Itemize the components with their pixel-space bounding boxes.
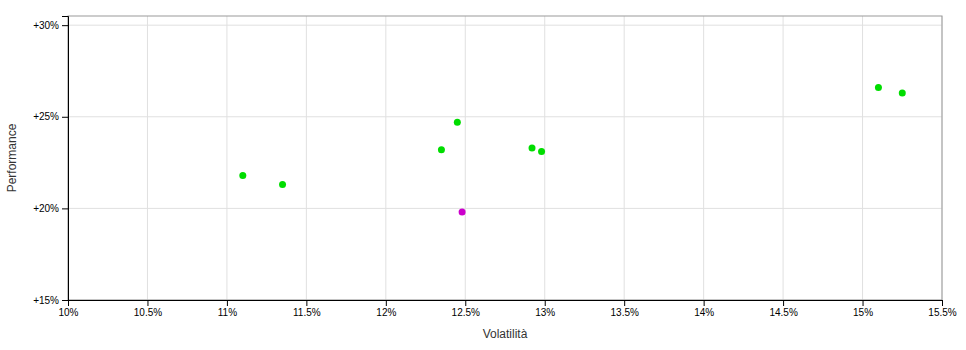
tick-mark [306,300,307,306]
tick-mark [62,300,68,301]
tick-label: 13% [535,307,555,318]
grid-line-x [862,16,863,300]
tick-mark [62,25,68,26]
axis-domain [69,301,943,307]
point [454,119,461,126]
tick: 13% [535,300,555,318]
tick-mark [386,300,387,306]
grid-line-x [226,16,227,300]
points [239,84,905,216]
tick: +25% [33,111,68,122]
grid-line-x [147,16,148,300]
grid-line-x [306,16,307,300]
tick-label: 12.5% [452,307,480,318]
series [459,209,466,216]
tick-mark [624,300,625,306]
series [239,84,905,188]
tick-mark [227,300,228,306]
tick: +15% [33,295,68,306]
grid-line-x [544,16,545,300]
grid-line-x [624,16,625,300]
y-axis: +15% +20% +25% +30% [33,17,68,306]
grid-line-x [783,16,784,300]
point [875,84,882,91]
tick-mark [704,300,705,306]
grid-line-y [68,116,942,117]
tick-mark [545,300,546,306]
tick-label: +30% [33,20,59,31]
tick: 15.5% [928,300,956,318]
tick: +20% [33,203,68,214]
tick: 11.5% [293,300,321,318]
x-axis-title: Volatilità [483,327,528,341]
tick: 15% [853,300,873,318]
tick-label: 14% [694,307,714,318]
tick-label: 13.5% [611,307,639,318]
tick-mark [62,117,68,118]
plot-frame [68,16,942,300]
point [899,89,906,96]
tick: 12.5% [452,300,480,318]
tick: 14.5% [769,300,797,318]
grid-line-x [385,16,386,300]
tick-mark [465,300,466,306]
tick-label: +20% [33,203,59,214]
tick-label: +25% [33,111,59,122]
point [529,144,536,151]
tick: 10.5% [134,300,162,318]
point [438,146,445,153]
tick: +30% [33,20,68,31]
tick-label: 15.5% [928,307,956,318]
grid-line-x [703,16,704,300]
tick-label: 11% [218,307,237,318]
tick-label: 12% [376,307,396,318]
tick-mark [62,208,68,209]
tick: 10% [58,300,78,318]
tick: 13.5% [611,300,639,318]
y-axis-title: Performance [5,123,19,192]
tick-label: 11.5% [293,307,321,318]
tick-label: 10% [58,307,78,318]
point [459,209,466,216]
tick-mark [783,300,784,306]
tick: 12% [376,300,396,318]
chart: 10% 10.5% 11% 11.5% 12% 12.5% 13% 13.5% 14% 14.5%… [0,0,966,350]
axis-domain [62,17,69,301]
tick-label: +15% [33,295,59,306]
tick-label: 14.5% [769,307,797,318]
tick: 14% [694,300,714,318]
tick-mark [863,300,864,306]
grid [68,16,942,300]
grid-line-x [465,16,466,300]
tick-mark [147,300,148,306]
tick-label: 10.5% [134,307,162,318]
tick: 11% [218,300,237,318]
point [239,172,246,179]
grid-line-y [68,25,942,26]
tick-label: 15% [853,307,873,318]
grid-line-y [68,208,942,209]
tick-mark [942,300,943,306]
point [279,181,286,188]
x-axis: 10% 10.5% 11% 11.5% 12% 12.5% 13% 13.5% 14% 14.5%… [58,300,956,318]
point [538,148,545,155]
